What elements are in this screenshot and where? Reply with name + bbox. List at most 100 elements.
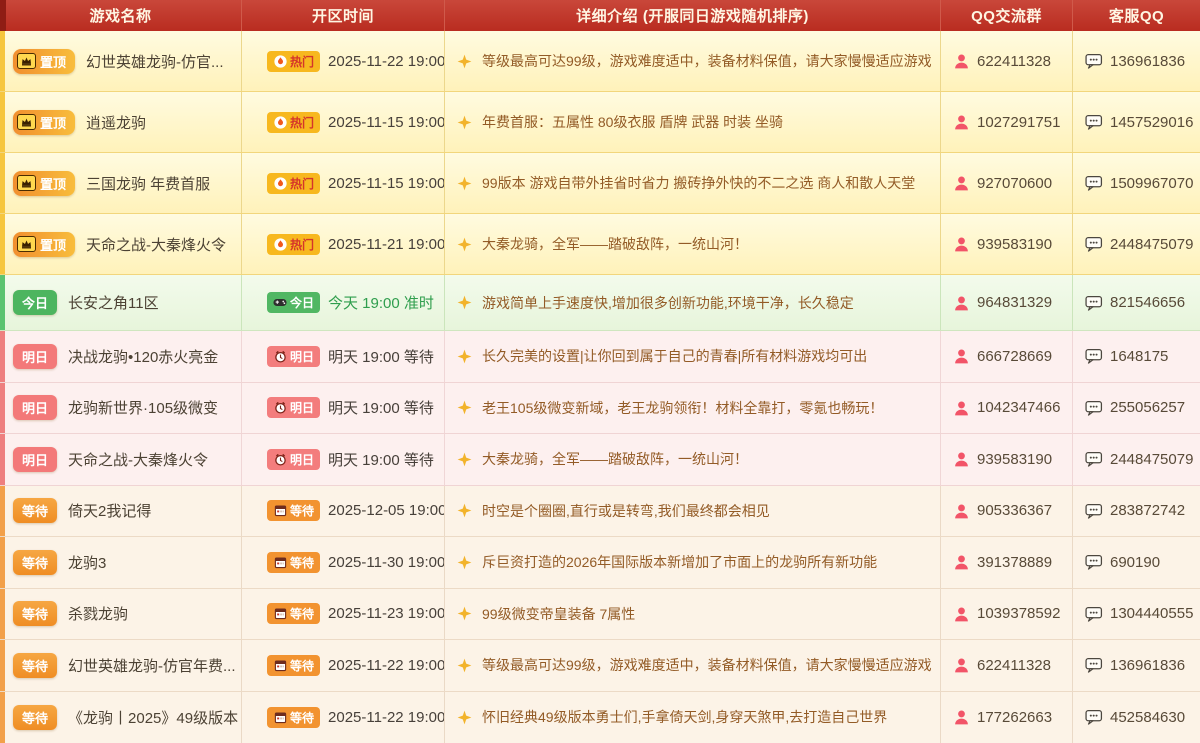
table-row[interactable]: 置顶 三国龙驹 年费首服 热门 2025-11-15 19:00 [0,153,1200,214]
service-qq-number[interactable]: 255056257 [1110,399,1186,417]
time-status-badge: 今日 [267,292,321,313]
game-name-link[interactable]: 决战龙驹•120赤火亮金 [68,348,219,366]
game-name-link[interactable]: 天命之战-大秦烽火令 [86,236,227,254]
table-row[interactable]: 等待 龙驹3 等待 2025-11-30 19:00 [0,537,1200,589]
row-status-badge[interactable]: 明日 [13,343,58,369]
row-status-badge[interactable]: 今日 [13,290,58,315]
qq-group-number[interactable]: 939583190 [977,450,1053,468]
table-row[interactable]: 明日 龙驹新世界·105级微变 明日 明天 19:00 等待 [0,382,1200,434]
service-qq-number[interactable]: 1509967070 [1110,174,1194,192]
status-badge-label: 置顶 [40,237,67,253]
row-status-badge[interactable]: 等待 [13,549,58,575]
table-row[interactable]: 等待 杀戮龙驹 等待 2025-11-23 19:00 [0,588,1200,640]
table-row[interactable]: 等待 幻世英雄龙驹-仿官年费... 等待 2025-11-22 1 [0,640,1200,692]
service-qq-number[interactable]: 1457529016 [1110,113,1194,131]
time-status-badge: 明日 [267,345,321,367]
table-row[interactable]: 明日 决战龙驹•120赤火亮金 明日 明天 19:00 等待 [0,331,1200,383]
server-intro-text: 99级微变帝皇装备 7属性 [482,605,636,622]
time-badge-label: 明日 [290,401,315,416]
time-badge-label: 等待 [290,555,315,570]
open-time-text: 明天 19:00 等待 [328,451,434,469]
time-status-badge: 等待 [267,500,321,522]
qq-group-number[interactable]: 1039378592 [977,605,1061,623]
table-row[interactable]: 置顶 天命之战-大秦烽火令 热门 2025-11-21 19:00 [0,214,1200,275]
chat-bubble-icon [1085,348,1103,364]
qq-group-number[interactable]: 905336367 [977,502,1053,520]
service-qq-number[interactable]: 1304440555 [1110,605,1194,623]
chat-bubble-icon [1085,606,1103,622]
status-badge-label: 置顶 [40,176,67,192]
row-status-badge[interactable]: 置顶 [13,231,76,257]
row-status-badge[interactable]: 置顶 [13,48,76,74]
service-qq-number[interactable]: 283872742 [1110,502,1186,520]
game-name-link[interactable]: 倚天2我记得 [68,503,152,521]
service-qq-number[interactable]: 136961836 [1110,52,1186,70]
qq-group-number[interactable]: 964831329 [977,294,1053,311]
row-status-badge[interactable]: 明日 [13,395,58,421]
service-qq-number[interactable]: 690190 [1110,553,1161,571]
table-row[interactable]: 明日 天命之战-大秦烽火令 明日 明天 19:00 等待 [0,434,1200,486]
open-time-text: 2025-11-22 19:00 [328,52,445,70]
row-status-badge[interactable]: 等待 [13,652,58,678]
qq-group-number[interactable]: 177262663 [977,708,1053,726]
chat-bubble-icon [1085,53,1103,69]
table-row[interactable]: 今日 长安之角11区 今日 今天 19:00 准时 [0,275,1200,331]
status-badge-label: 明日 [22,401,49,417]
open-time-text: 2025-11-22 19:00 [328,708,445,726]
time-badge-label: 明日 [290,452,315,467]
row-status-badge[interactable]: 明日 [13,446,58,472]
star-icon [457,115,472,130]
game-name-link[interactable]: 三国龙驹 年费首服 [86,175,211,193]
row-status-badge[interactable]: 置顶 [13,109,76,135]
time-status-badge: 明日 [267,397,321,419]
star-icon [457,176,472,191]
service-qq-number[interactable]: 1648175 [1110,347,1169,365]
open-time-text: 2025-11-15 19:00 [328,113,445,131]
server-intro-text: 等级最高可达99级，游戏难度适中，装备材料保值，请大家慢慢适应游戏 [482,657,932,674]
game-name-link[interactable]: 逍遥龙驹 [86,114,147,132]
row-status-badge[interactable]: 置顶 [13,170,76,196]
table-row[interactable]: 置顶 逍遥龙驹 热门 2025-11-15 19:00 [0,92,1200,153]
open-time-text: 2025-11-21 19:00 [328,235,445,253]
row-status-badge[interactable]: 等待 [13,601,58,627]
flame-icon [273,237,287,251]
qq-group-number[interactable]: 1042347466 [977,399,1061,417]
open-time-text: 明天 19:00 等待 [328,400,434,418]
qq-group-number[interactable]: 622411328 [977,52,1051,70]
qq-group-number[interactable]: 939583190 [977,235,1053,253]
service-qq-number[interactable]: 2448475079 [1110,450,1194,468]
alarm-clock-icon [273,349,287,363]
row-status-badge[interactable]: 等待 [13,704,58,730]
flame-icon [273,176,287,190]
game-name-link[interactable]: 幻世英雄龙驹-仿官年费... [68,657,236,675]
game-name-link[interactable]: 幻世英雄龙驹-仿官... [86,53,224,71]
time-badge-label: 今日 [290,296,315,310]
game-name-link[interactable]: 天命之战-大秦烽火令 [68,451,209,469]
status-badge-label: 等待 [22,710,49,726]
game-name-link[interactable]: 龙驹3 [68,554,107,572]
table-row[interactable]: 置顶 幻世英雄龙驹-仿官... 热门 2025-11-22 19: [0,31,1200,92]
service-qq-number[interactable]: 2448475079 [1110,235,1194,253]
status-badge-label: 等待 [22,658,49,674]
qq-group-number[interactable]: 666728669 [977,347,1053,365]
row-status-badge[interactable]: 等待 [13,498,58,524]
qq-group-number[interactable]: 622411328 [977,656,1051,674]
table-row[interactable]: 等待 倚天2我记得 等待 2025-12-05 19:00 [0,485,1200,537]
header-open-time: 开区时间 [242,0,445,31]
qq-group-number[interactable]: 391378889 [977,553,1053,571]
game-name-link[interactable]: 杀戮龙驹 [68,606,129,624]
game-name-link[interactable]: 龙驹新世界·105级微变 [68,400,219,418]
person-icon [953,451,970,467]
service-qq-number[interactable]: 821546656 [1110,294,1186,311]
calendar-icon [273,607,287,621]
game-name-link[interactable]: 长安之角11区 [68,295,159,312]
service-qq-number[interactable]: 452584630 [1110,708,1186,726]
service-qq-number[interactable]: 136961836 [1110,656,1186,674]
qq-group-number[interactable]: 927070600 [977,174,1053,192]
open-time-text: 2025-11-22 19:00 [328,656,445,674]
time-badge-label: 热门 [290,115,315,130]
game-name-link[interactable]: 《龙驹丨2025》49级版本 [68,709,239,727]
qq-group-number[interactable]: 1027291751 [977,113,1061,131]
open-time-text: 2025-11-30 19:00 [328,553,445,571]
table-row[interactable]: 等待 《龙驹丨2025》49级版本 等待 2025-11-22 1 [0,691,1200,743]
